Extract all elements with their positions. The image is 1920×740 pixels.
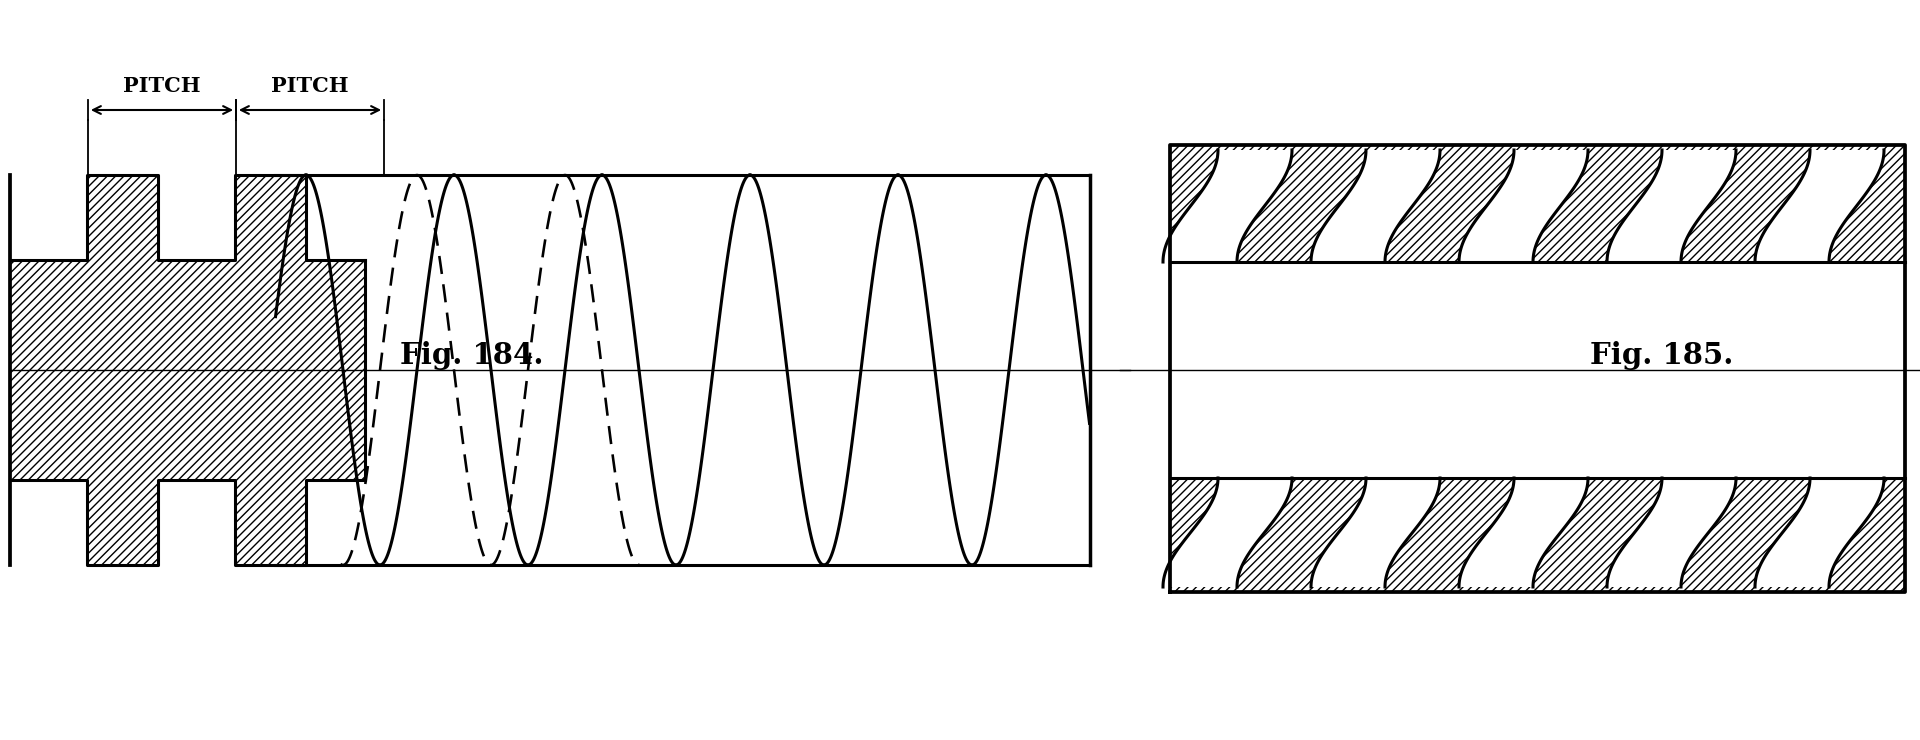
- Bar: [1169, 262, 1905, 478]
- Polygon shape: [1311, 478, 1440, 587]
- Polygon shape: [1311, 150, 1440, 262]
- Polygon shape: [1164, 150, 1292, 262]
- Polygon shape: [1607, 150, 1736, 262]
- Polygon shape: [1755, 478, 1884, 587]
- Text: Fig. 185.: Fig. 185.: [1590, 340, 1734, 369]
- Polygon shape: [1459, 478, 1588, 587]
- Text: PITCH: PITCH: [123, 76, 202, 96]
- Bar: [1169, 145, 1905, 592]
- Polygon shape: [1755, 150, 1884, 262]
- Text: Fig. 184.: Fig. 184.: [399, 340, 543, 369]
- Polygon shape: [1607, 478, 1736, 587]
- Polygon shape: [1164, 478, 1292, 587]
- Polygon shape: [10, 175, 365, 565]
- Text: PITCH: PITCH: [271, 76, 349, 96]
- Polygon shape: [1459, 150, 1588, 262]
